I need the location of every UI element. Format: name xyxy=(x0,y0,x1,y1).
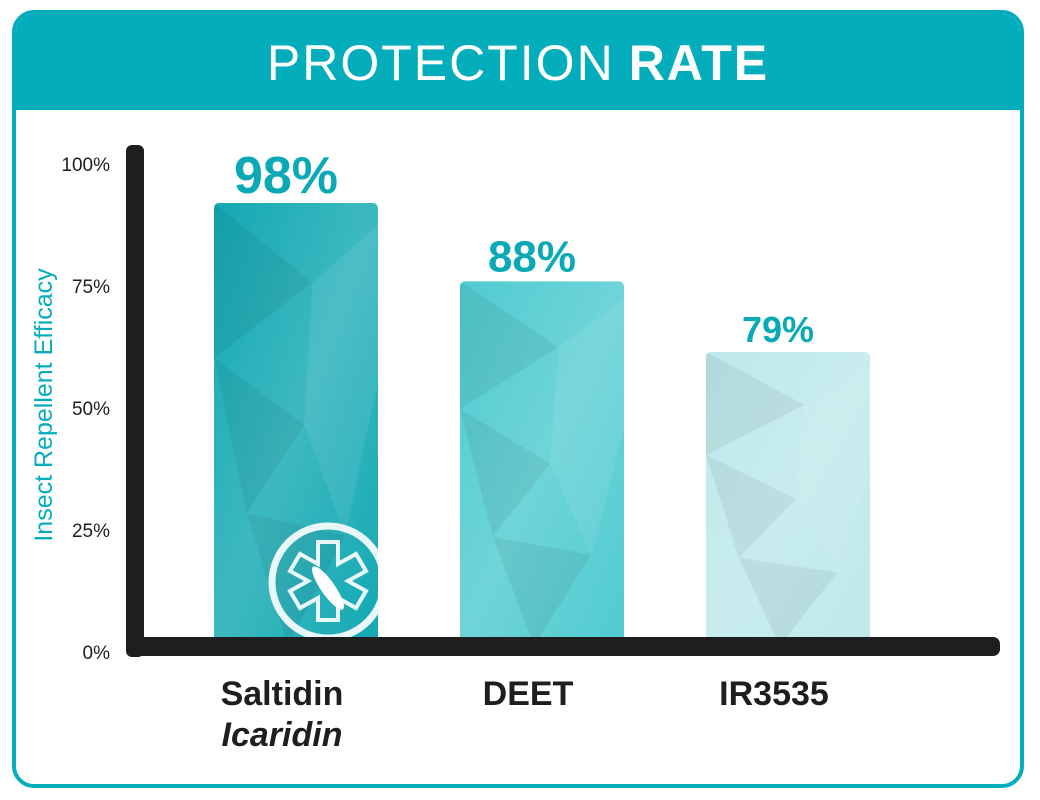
bar-facet xyxy=(558,299,624,428)
bar-facet xyxy=(460,281,559,409)
bar-facet xyxy=(246,513,346,646)
y-tick-label: 0% xyxy=(83,643,111,664)
y-axis-line xyxy=(126,145,144,657)
bar-facet xyxy=(312,225,378,381)
bar-facet xyxy=(550,427,624,555)
mosquito-body xyxy=(312,566,344,610)
bar-facet xyxy=(804,366,870,470)
value-label: 88% xyxy=(488,232,576,281)
y-axis-label: Insect Repellent Efficacy xyxy=(30,268,58,542)
title-bold: RATE xyxy=(628,35,770,91)
y-tick-label: 75% xyxy=(72,277,110,298)
y-tick-label: 25% xyxy=(72,521,110,542)
category-label: Saltidin xyxy=(221,675,344,713)
bar-facet xyxy=(304,380,378,536)
y-tick-label: 50% xyxy=(72,399,110,420)
value-label: 79% xyxy=(742,309,814,350)
bar-facet xyxy=(460,409,551,537)
category-label-sub: Icaridin xyxy=(222,716,343,754)
bar-facet xyxy=(706,454,797,558)
bar-1 xyxy=(214,203,378,646)
bar-facet xyxy=(214,203,313,358)
title-light: PROTECTION xyxy=(266,35,615,91)
bar-facet xyxy=(214,358,305,514)
value-label: 98% xyxy=(234,147,338,205)
bar-2 xyxy=(460,281,624,646)
bar-facet xyxy=(796,404,870,499)
bar-facet xyxy=(738,557,838,646)
bar-facet xyxy=(304,282,378,425)
emblem-cross xyxy=(287,540,369,622)
title-banner: PROTECTION RATE xyxy=(16,14,1020,110)
y-tick-label: 100% xyxy=(61,155,110,176)
bar-facet xyxy=(796,469,870,573)
category-label: DEET xyxy=(483,675,574,713)
bar-facet xyxy=(706,352,805,455)
bar-3 xyxy=(706,352,870,646)
bar-facet xyxy=(550,347,624,464)
x-axis-line xyxy=(126,637,1000,656)
category-label: IR3535 xyxy=(719,675,829,713)
bar-facet xyxy=(492,536,592,646)
